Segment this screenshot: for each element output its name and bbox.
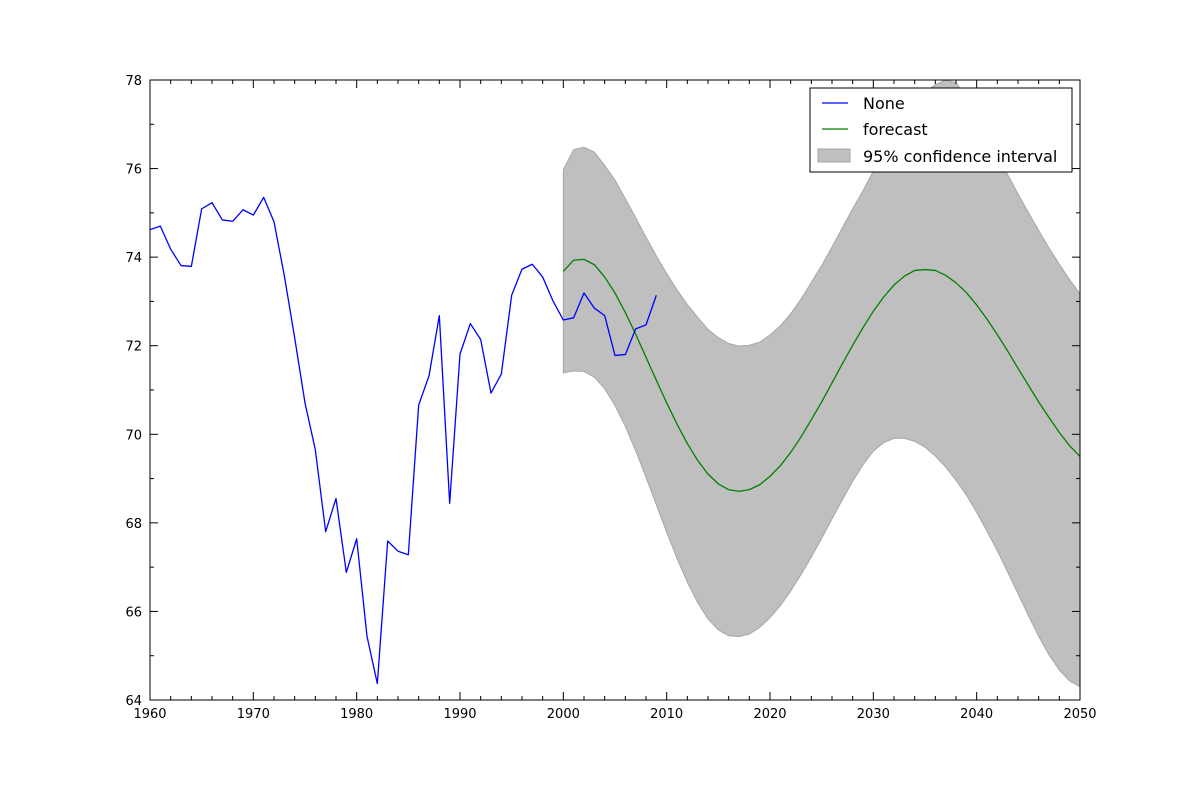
y-tick-label: 66: [125, 605, 142, 620]
legend-swatch-ci: [817, 148, 851, 163]
x-tick-label: 2020: [753, 707, 786, 722]
x-tick-label: 2040: [960, 707, 993, 722]
x-tick-label: 1990: [443, 707, 476, 722]
y-tick-label: 72: [125, 340, 142, 355]
axis-ticks: 1960 1970 1980 1990 2000 2010 2020 2030 2040 2050…: [125, 74, 1096, 722]
legend-label-observed: None: [863, 94, 905, 113]
legend: None forecast 95% confidence interval: [809, 87, 1073, 173]
confidence-interval-band: [562, 80, 1080, 688]
observed-line: [150, 196, 657, 685]
legend-label-ci: 95% confidence interval: [863, 147, 1057, 166]
x-tick-label: 1960: [133, 707, 166, 722]
plot-area: [150, 80, 1080, 688]
y-tick-label: 76: [125, 163, 142, 178]
x-tick-label: 2000: [547, 707, 580, 722]
x-tick-label: 1970: [237, 707, 270, 722]
y-tick-label: 74: [125, 251, 142, 266]
x-tick-label: 2010: [650, 707, 683, 722]
forecast-line: [562, 258, 1080, 493]
x-tick-label: 1980: [340, 707, 373, 722]
x-tick-label: 2050: [1063, 707, 1096, 722]
y-tick-label: 70: [125, 428, 142, 443]
legend-label-forecast: forecast: [863, 120, 928, 139]
x-tick-label: 2030: [857, 707, 890, 722]
legend-box: [809, 87, 1073, 173]
y-tick-label: 68: [125, 517, 142, 532]
y-tick-label: 64: [125, 694, 142, 709]
y-tick-label: 78: [125, 74, 142, 89]
